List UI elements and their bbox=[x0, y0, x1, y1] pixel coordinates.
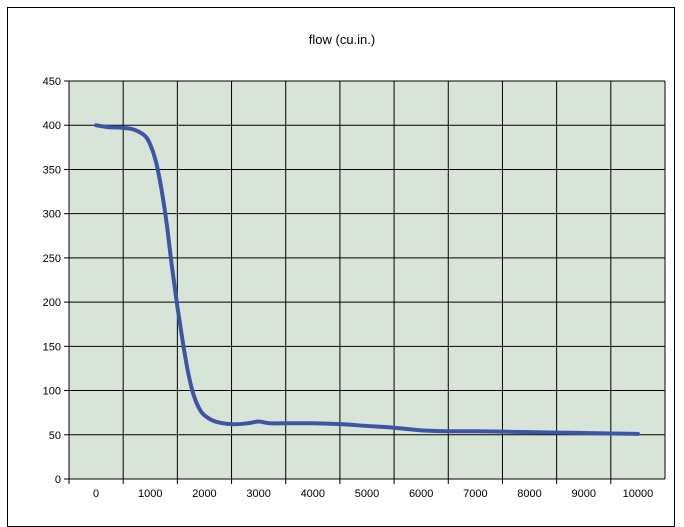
axes bbox=[64, 80, 666, 484]
x-tick-label: 1000 bbox=[138, 488, 162, 500]
y-tick-label: 300 bbox=[43, 209, 61, 221]
chart-title: flow (cu.in.) bbox=[308, 32, 376, 47]
tick-labels: 0 50 100 150 200 250 300 350 400 450 0 1000 2000 3000… bbox=[43, 76, 654, 500]
x-tick-label: 3000 bbox=[246, 488, 270, 500]
x-tick-label: 8000 bbox=[517, 488, 541, 500]
x-tick-label: 0 bbox=[93, 488, 99, 500]
gridlines bbox=[69, 80, 665, 480]
y-tick-label: 50 bbox=[49, 430, 61, 442]
chart: 0 50 100 150 200 250 300 350 400 450 0 1000 2000 3000… bbox=[43, 76, 666, 500]
y-tick-label: 450 bbox=[43, 76, 61, 88]
x-tick-label: 4000 bbox=[301, 488, 325, 500]
series-group bbox=[94, 123, 640, 436]
x-tick-label: 10000 bbox=[623, 488, 654, 500]
series-line bbox=[94, 123, 640, 436]
x-tick-label: 7000 bbox=[463, 488, 487, 500]
y-tick-label: 150 bbox=[43, 341, 61, 353]
y-tick-label: 200 bbox=[43, 297, 61, 309]
y-tick-label: 350 bbox=[43, 164, 61, 176]
plot-area bbox=[69, 81, 665, 479]
x-tick-label: 9000 bbox=[571, 488, 595, 500]
x-tick-label: 6000 bbox=[409, 488, 433, 500]
y-tick-label: 400 bbox=[43, 120, 61, 132]
y-tick-label: 100 bbox=[43, 386, 61, 398]
x-tick-label: 5000 bbox=[355, 488, 379, 500]
y-tick-label: 0 bbox=[55, 474, 61, 486]
y-tick-label: 250 bbox=[43, 253, 61, 265]
x-tick-label: 2000 bbox=[192, 488, 216, 500]
